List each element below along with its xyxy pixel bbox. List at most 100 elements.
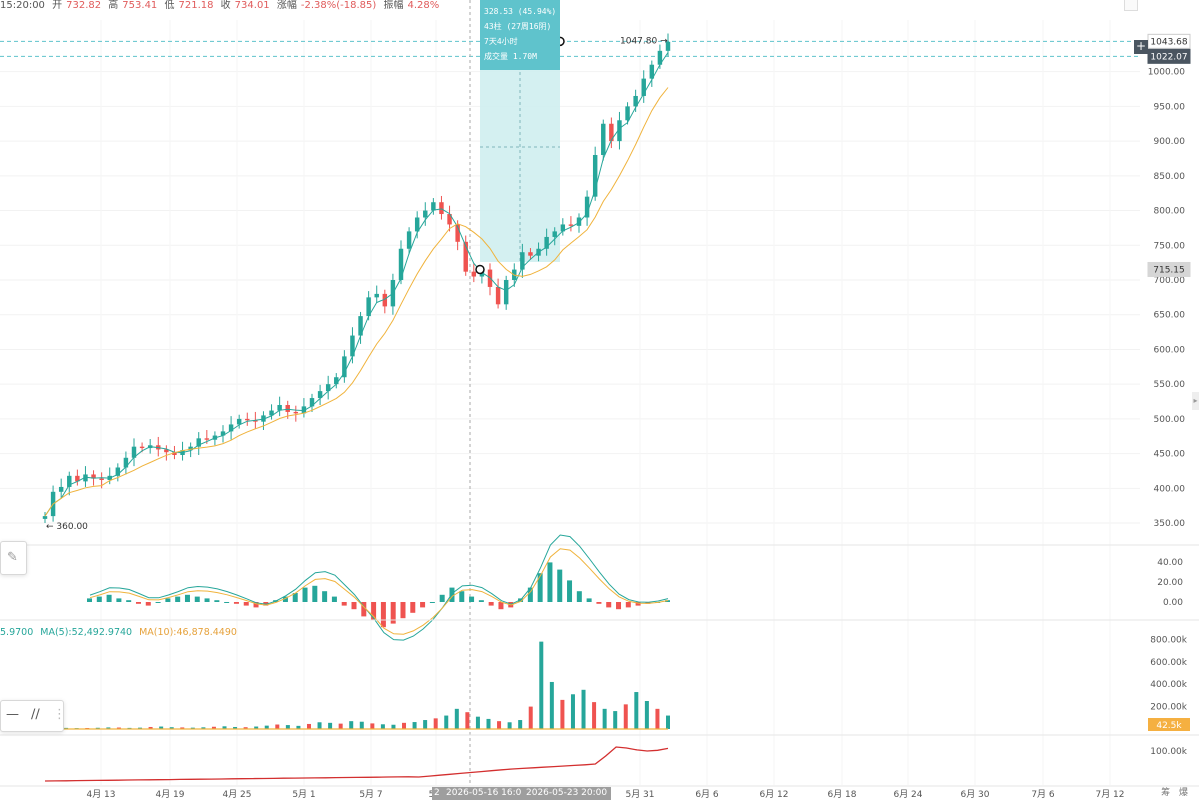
candle-body	[414, 217, 420, 232]
candle-body	[220, 431, 226, 436]
volume-bar	[592, 702, 597, 729]
volume-bar	[486, 718, 491, 729]
macd-dif-line	[89, 534, 669, 641]
time-tick-label: 5月 31	[625, 789, 654, 800]
chart-settings-tab[interactable]	[1124, 0, 1138, 11]
volume-bar	[475, 716, 480, 729]
macd-histogram-bar	[420, 602, 426, 608]
macd-histogram-bar	[498, 602, 504, 610]
volume-bar	[380, 724, 385, 729]
candle-body	[366, 297, 371, 317]
drag-handle-icon[interactable]: ⋮	[53, 707, 66, 722]
high-label: 高	[108, 0, 119, 11]
candle-body	[382, 293, 388, 307]
open-value: 732.82	[66, 0, 102, 11]
volume-ma10: MA(10):46,878.4490	[139, 627, 237, 638]
change-value: -2.38%(-18.85)	[300, 0, 377, 11]
candle-body	[188, 446, 193, 451]
candle-body	[91, 474, 96, 479]
macd-histogram-bar	[459, 591, 465, 602]
volume-bar	[444, 715, 449, 729]
ohlc-header: 15:20:00 开 732.82 高 753.41 低 721.18 收 734.01…	[0, 0, 443, 11]
candle-body	[471, 271, 477, 277]
volume-ma5: MA(5):52,492.9740	[40, 627, 133, 638]
amp-value: 4.28%	[407, 0, 440, 11]
volume-tick-label: 200.00k	[1150, 703, 1187, 713]
trend-line-icon[interactable]: ∕∕	[31, 707, 40, 722]
time-stub-tag: 2	[432, 787, 442, 800]
volume-bar	[402, 722, 407, 729]
volume-bar	[169, 727, 174, 729]
volume-bar	[138, 727, 143, 729]
macd-histogram-bar	[351, 602, 357, 610]
time-tick-label: 6月 18	[827, 789, 856, 800]
candle-body	[633, 95, 638, 107]
volume-bar	[159, 726, 164, 729]
candle-body	[544, 236, 549, 249]
volume-bar	[507, 722, 512, 729]
volume-tick-label: 800.00k	[1150, 635, 1187, 645]
candle-body	[584, 196, 590, 218]
macd-settings-button[interactable]: ✎	[0, 541, 27, 575]
volume-bar	[634, 692, 639, 729]
volume-bar	[613, 711, 618, 729]
measure-end-date-tag: 2026-05-23 20:00	[522, 787, 612, 800]
candle-body	[317, 391, 323, 399]
candle-body	[325, 384, 331, 392]
candle-body	[601, 123, 606, 155]
close-label: 收	[220, 0, 231, 11]
macd-tick-label: 20.00	[1157, 578, 1183, 588]
macd-histogram-bar	[165, 598, 171, 602]
candle-body	[139, 446, 145, 449]
macd-histogram-bar	[116, 598, 122, 602]
volume-bar	[433, 718, 438, 729]
time-tick-label: 6月 30	[960, 789, 989, 800]
volume-bar	[560, 699, 565, 729]
horizontal-line-icon[interactable]: —	[6, 707, 19, 722]
volume-bar	[285, 725, 290, 729]
macd-histogram-bar	[282, 596, 288, 602]
candle-body	[609, 123, 614, 142]
measure-tooltip: 328.53 (45.94%) 43柱 (27周16阴) 7天4小时 成交量 1…	[480, 0, 560, 70]
volume-bar	[328, 722, 333, 729]
volume-bar	[570, 694, 575, 729]
macd-histogram-bar	[214, 600, 220, 602]
price-tick-label: 1000.00	[1148, 68, 1185, 78]
volume-bar	[644, 701, 649, 729]
candle-body	[253, 420, 258, 422]
volume-bar	[275, 724, 280, 729]
price-tick-label: 800.00	[1154, 207, 1186, 217]
volume-bar	[412, 722, 417, 729]
sub-indicator-line	[44, 746, 669, 782]
candle-body	[665, 41, 671, 51]
volume-bar	[423, 720, 428, 729]
candle-body	[657, 50, 663, 65]
macd-histogram-bar	[204, 598, 210, 602]
add-price-alert-button[interactable]: +	[1134, 39, 1148, 54]
volume-bar	[370, 723, 375, 729]
bottom-right-tools[interactable]: 筹 爆	[1161, 788, 1191, 798]
candle-body	[552, 231, 557, 237]
price-tick-label: 650.00	[1154, 311, 1186, 321]
collapse-panel-arrow-icon[interactable]: ▸	[1192, 392, 1199, 410]
candle-body	[204, 438, 210, 440]
time-tick-label: 6月 24	[893, 789, 922, 800]
candle-body	[463, 241, 468, 272]
candle-body	[406, 231, 412, 249]
measure-start-point	[475, 264, 485, 275]
macd-histogram-bar	[616, 602, 622, 610]
volume-bar	[349, 721, 354, 729]
drawing-toolbar[interactable]: — ∕∕ ⋮	[0, 700, 66, 732]
volume-bar	[655, 708, 660, 729]
macd-histogram-bar	[390, 602, 396, 624]
low-label: 低	[164, 0, 175, 11]
candle-body	[67, 475, 72, 487]
price-tick-label: 500.00	[1154, 415, 1186, 425]
macd-histogram-bar	[586, 598, 592, 602]
candle-body	[285, 405, 290, 412]
measure-change: 328.53 (45.94%)	[484, 7, 557, 16]
time-tick-label: 6月 6	[695, 789, 719, 800]
high-value: 753.41	[122, 0, 158, 11]
